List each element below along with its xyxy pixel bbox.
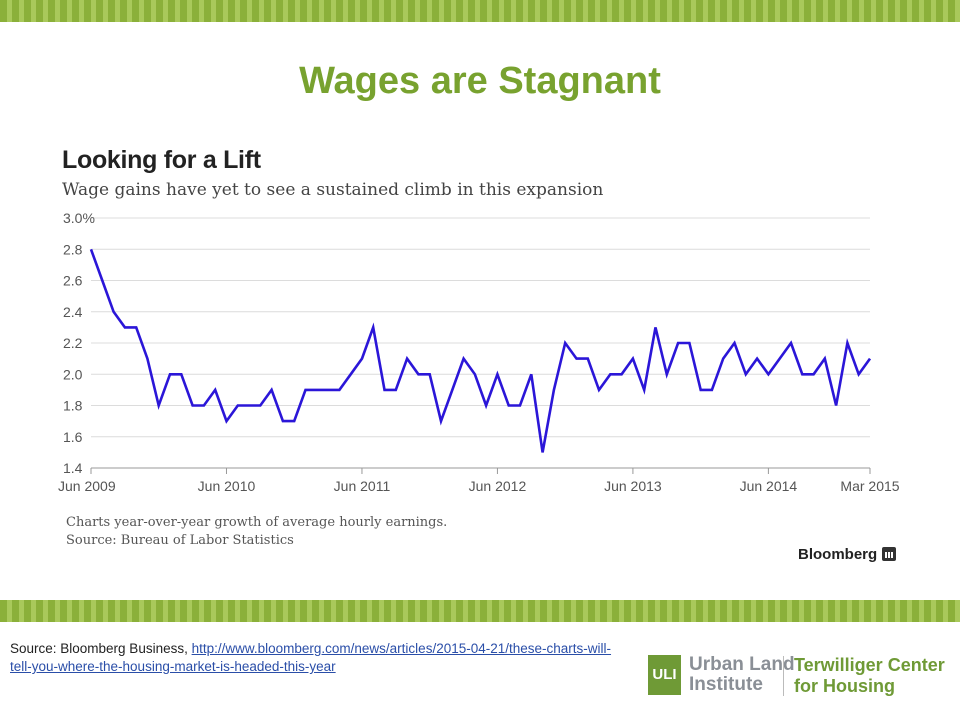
- y-tick-label: 2.4: [63, 304, 83, 320]
- bottom-decorative-stripe: [0, 600, 960, 622]
- slide-title: Wages are Stagnant: [299, 60, 661, 102]
- y-tick-label: 2.2: [63, 335, 83, 351]
- x-axis-ticks: Jun 2009 Jun 2010 Jun 2011 Jun 2012 Jun 2013…: [58, 468, 900, 494]
- y-tick-label: 1.4: [63, 460, 83, 476]
- x-tick-label: Jun 2011: [334, 478, 391, 494]
- x-tick-label: Jun 2012: [469, 478, 527, 494]
- bloomberg-chart-icon: [882, 547, 897, 561]
- x-tick-label: Jun 2014: [740, 478, 798, 494]
- bloomberg-logo: Bloomberg: [798, 546, 897, 563]
- series-line-wage-growth: [89, 248, 872, 453]
- source-link[interactable]: http://www.bloomberg.com/news/articles/2…: [10, 641, 612, 674]
- chart-gridlines: [91, 217, 870, 469]
- series-layer: [89, 248, 872, 453]
- footer-source: Source: Bloomberg Business, http://www.b…: [10, 640, 620, 676]
- uli-name-line1: Urban Land: [689, 654, 795, 675]
- x-tick-label: Jun 2010: [198, 478, 256, 494]
- terwilliger-center-name: Terwilliger Center for Housing: [794, 655, 945, 697]
- chart-note: Charts year-over-year growth of average …: [66, 515, 448, 530]
- terwilliger-line1: Terwilliger Center: [794, 655, 945, 675]
- uli-name-line2: Institute: [689, 674, 763, 695]
- y-axis-ticks: 3.0% 2.8 2.6 2.4 2.2 2.0 1.8 1.6 1.4: [63, 210, 95, 476]
- y-tick-label: 2.0: [63, 366, 83, 382]
- chart-title: Looking for a Lift: [62, 146, 261, 174]
- line-chart: 3.0%2.82.62.42.22.01.81.61.4 Jun 2009 Jun…: [58, 210, 900, 494]
- terwilliger-line2: for Housing: [794, 676, 895, 696]
- chart-source: Source: Bureau of Labor Statistics: [66, 533, 294, 548]
- x-tick-label: Mar 2015: [840, 478, 899, 494]
- uli-logo-mark: ULI: [648, 655, 681, 695]
- uli-name: Urban Land Institute: [689, 655, 795, 695]
- logo-divider: [783, 656, 784, 696]
- y-tick-label: 1.8: [63, 398, 83, 414]
- y-tick-label: 2.6: [63, 273, 83, 289]
- footer-source-label: Source: Bloomberg Business,: [10, 641, 192, 656]
- chart-subtitle: Wage gains have yet to see a sustained c…: [62, 180, 604, 200]
- y-tick-label: 3.0%: [63, 210, 95, 226]
- y-tick-label: 2.8: [63, 241, 83, 257]
- bloomberg-wordmark: Bloomberg: [798, 546, 878, 563]
- top-decorative-stripe: [0, 0, 960, 22]
- x-tick-label: Jun 2009: [58, 478, 116, 494]
- x-tick-label: Jun 2013: [604, 478, 662, 494]
- y-tick-label: 1.6: [63, 429, 83, 445]
